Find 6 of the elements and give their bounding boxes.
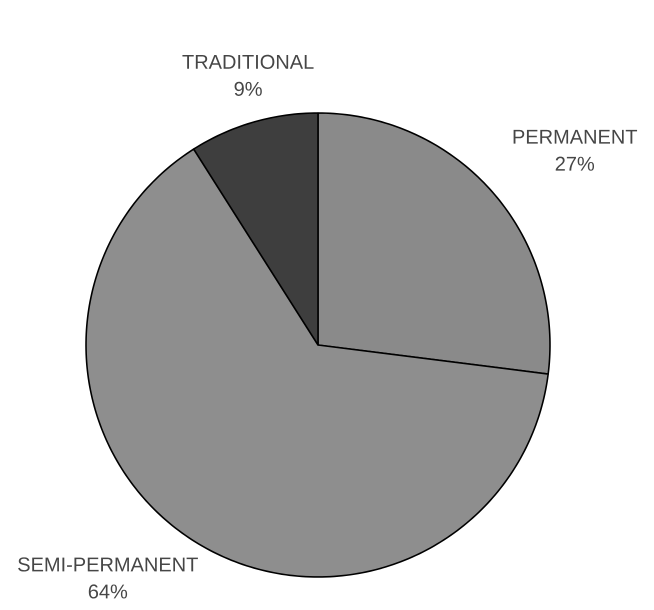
data-label: 64% (88, 584, 128, 599)
data-label: 9% (234, 82, 262, 96)
slice-label: SEMI-PERMANENT (18, 557, 198, 572)
data-label: 27% (556, 156, 594, 171)
slice-label: TRADITIONAL (182, 54, 314, 69)
slice-label: PERMANENT (514, 130, 638, 144)
